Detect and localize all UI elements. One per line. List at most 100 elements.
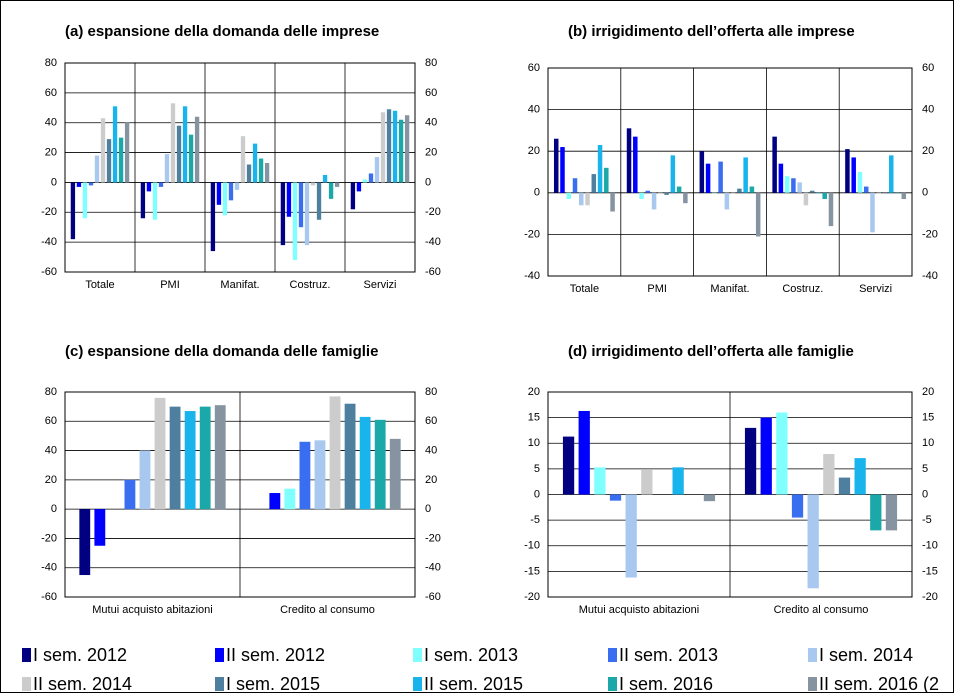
bar xyxy=(328,182,334,199)
y-tick-label: -5 xyxy=(530,514,540,526)
bar xyxy=(651,192,657,210)
plot-frame xyxy=(64,391,416,598)
x-tick-label: Totale xyxy=(570,283,599,295)
bar xyxy=(823,454,835,495)
bar xyxy=(154,397,166,510)
y-tick-label: 20 xyxy=(528,145,540,157)
y-tick-label: 0 xyxy=(534,187,540,199)
bar xyxy=(79,509,91,576)
legend-label: II sem. 2016 (2 xyxy=(819,674,939,693)
bar xyxy=(356,182,362,192)
y2-tick-label: -5 xyxy=(922,514,932,526)
bar xyxy=(380,112,386,183)
y2-tick-label: 80 xyxy=(425,57,437,69)
bar xyxy=(240,136,246,183)
y2-tick-label: 60 xyxy=(425,87,437,99)
bar xyxy=(389,438,401,510)
bar xyxy=(304,182,310,246)
bar xyxy=(176,125,182,183)
y-tick-label: 5 xyxy=(534,463,540,475)
bar xyxy=(359,416,371,510)
bar xyxy=(118,137,124,183)
y2-tick-label: -60 xyxy=(425,266,441,278)
bar xyxy=(398,119,404,183)
bar xyxy=(901,192,907,200)
bar xyxy=(566,192,572,200)
y-tick-label: 60 xyxy=(528,62,540,74)
bar xyxy=(791,494,804,518)
bar xyxy=(269,493,281,510)
bar xyxy=(94,509,106,546)
bar xyxy=(857,172,863,193)
bar xyxy=(292,182,298,261)
bar xyxy=(152,182,158,220)
x-tick-label: Credito al consumo xyxy=(280,604,375,616)
bar xyxy=(699,151,705,193)
y2-tick-label: 20 xyxy=(922,386,934,398)
y2-tick-label: 15 xyxy=(922,412,934,424)
y2-tick-label: -20 xyxy=(922,591,938,603)
chart-title: (b) irrigidimento dell’offerta alle impr… xyxy=(568,23,855,40)
bar xyxy=(743,157,748,193)
y2-tick-label: 80 xyxy=(425,386,437,398)
bar xyxy=(140,182,146,219)
y-tick-label: -40 xyxy=(41,236,57,248)
bar xyxy=(322,174,328,183)
bar xyxy=(158,182,164,187)
y2-tick-label: 40 xyxy=(425,117,437,129)
y-tick-label: 10 xyxy=(528,437,540,449)
y-tick-label: 40 xyxy=(528,104,540,116)
bar xyxy=(749,186,755,193)
bar xyxy=(82,182,88,219)
bar xyxy=(553,138,559,193)
y2-tick-label: 60 xyxy=(425,415,437,427)
bar xyxy=(626,128,632,193)
x-tick-label: Manifat. xyxy=(710,283,749,295)
bar xyxy=(585,192,590,206)
bar xyxy=(572,178,578,193)
legend-swatch xyxy=(413,677,422,691)
y-tick-label: 80 xyxy=(45,386,57,398)
legend-label: II sem. 2014 xyxy=(33,674,132,693)
bar xyxy=(298,182,304,228)
bar xyxy=(578,410,590,495)
y-tick-label: 15 xyxy=(528,412,540,424)
bar xyxy=(246,164,252,183)
bar xyxy=(216,182,222,205)
bar xyxy=(645,190,651,193)
bar xyxy=(755,192,761,237)
x-tick-label: Servizi xyxy=(363,279,396,291)
bar xyxy=(286,182,292,217)
y-tick-label: -20 xyxy=(41,206,57,218)
legend-swatch xyxy=(215,677,224,691)
y2-tick-label: -40 xyxy=(922,270,938,282)
y2-tick-label: -40 xyxy=(425,236,441,248)
x-tick-label: Totale xyxy=(85,279,114,291)
bar xyxy=(664,192,669,195)
y-tick-label: 60 xyxy=(45,415,57,427)
bar xyxy=(737,188,742,193)
bar xyxy=(362,179,368,183)
bar xyxy=(146,182,152,192)
bar xyxy=(594,467,606,495)
y2-tick-label: -40 xyxy=(425,562,441,574)
y2-tick-label: 10 xyxy=(922,437,934,449)
bar xyxy=(703,494,716,502)
bar xyxy=(228,182,234,201)
bar xyxy=(210,182,216,252)
bar xyxy=(676,186,682,193)
x-tick-label: Costruz. xyxy=(782,283,823,295)
bar xyxy=(184,411,196,510)
bar xyxy=(597,144,603,193)
bar xyxy=(188,134,194,183)
bar xyxy=(310,182,316,186)
bar xyxy=(222,182,228,216)
legend-swatch xyxy=(808,677,817,691)
x-tick-label: Servizi xyxy=(859,283,892,295)
legend-label: II sem. 2015 xyxy=(424,674,523,693)
legend-swatch xyxy=(413,648,422,662)
y-tick-label: -15 xyxy=(524,565,540,577)
bar xyxy=(724,192,730,210)
y2-tick-label: 40 xyxy=(922,104,934,116)
y2-tick-label: 40 xyxy=(425,444,437,456)
